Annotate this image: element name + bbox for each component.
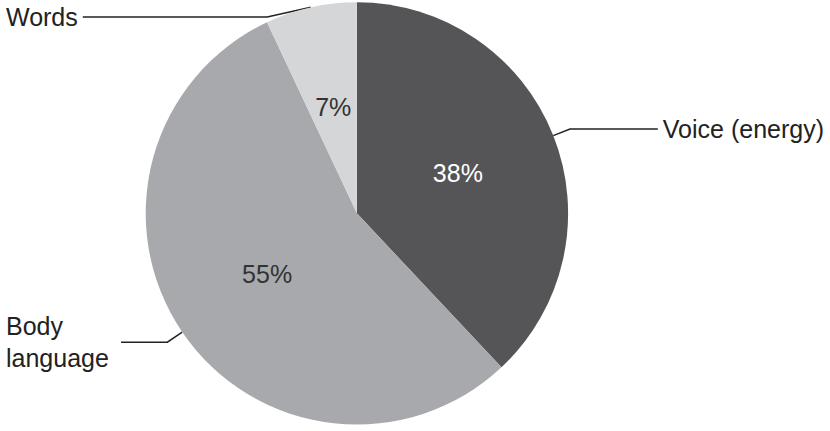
svg-text:7%: 7% <box>315 93 351 121</box>
svg-text:55%: 55% <box>242 260 292 288</box>
svg-text:language: language <box>6 344 109 372</box>
svg-text:Words: Words <box>6 3 78 31</box>
svg-text:38%: 38% <box>433 159 483 187</box>
svg-text:Voice (energy): Voice (energy) <box>663 115 824 143</box>
svg-text:Body: Body <box>6 312 70 340</box>
